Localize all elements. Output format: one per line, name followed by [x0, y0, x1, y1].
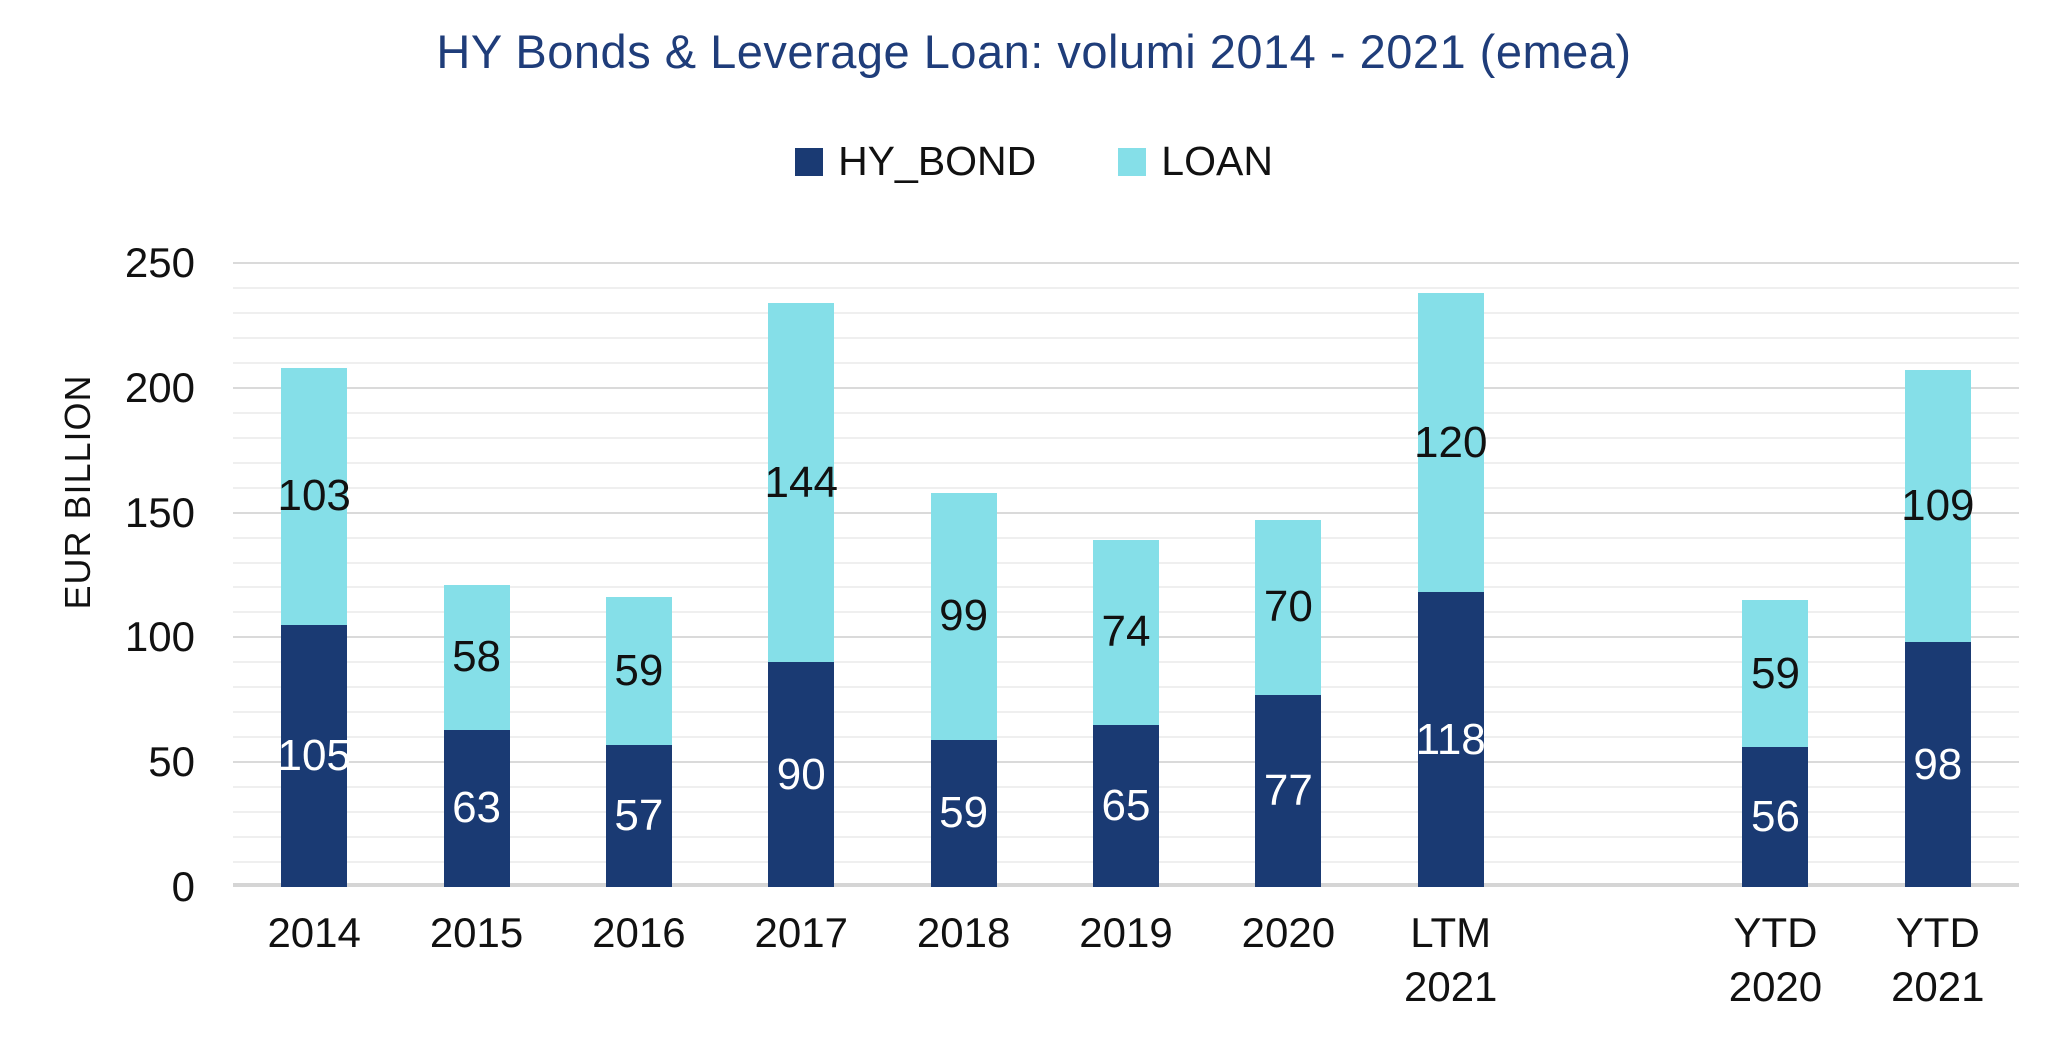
- y-tick-label-50: 50: [148, 738, 195, 786]
- gridline-190: [233, 411, 2019, 414]
- plot-area: 105 103 63 58 57 59 90 144 59 99 65 74 77 70 118 120 56 5…: [233, 262, 2019, 887]
- x-tick-label-2016: 2016: [592, 909, 686, 956]
- gridline-180: [233, 436, 2019, 439]
- gridline-210: [233, 361, 2019, 364]
- bar-segment-hy_bond-2015[interactable]: [443, 729, 510, 887]
- bar-segment-loan-2018[interactable]: [930, 492, 997, 740]
- bar-segment-loan-2019[interactable]: [1093, 540, 1159, 725]
- gridline-170: [233, 461, 2019, 464]
- bar-segment-loan-LTM-2021[interactable]: [1417, 292, 1484, 593]
- legend-item-hy_bond[interactable]: HY_BOND: [795, 138, 1036, 185]
- chart-title: HY Bonds & Leverage Loan: volumi 2014 - …: [436, 25, 1632, 78]
- gridline-140: [233, 536, 2019, 539]
- bar-segment-hy_bond-2017[interactable]: [768, 662, 835, 887]
- bar-segment-hy_bond-2020[interactable]: [1255, 694, 1322, 887]
- y-tick-label-200: 200: [124, 363, 195, 411]
- gridline-160: [233, 486, 2019, 489]
- bar-segment-hy_bond-LTM-2021[interactable]: [1417, 592, 1484, 887]
- gridline-220: [233, 336, 2019, 339]
- gridline-250: [233, 262, 2019, 264]
- bar-segment-loan-2017[interactable]: [768, 302, 835, 663]
- y-tick-label-250: 250: [124, 239, 195, 286]
- bar-segment-hy_bond-2018[interactable]: [930, 739, 997, 887]
- x-tick-label-2017: 2017: [754, 909, 848, 956]
- gridline-200: [233, 386, 2019, 389]
- y-tick-label-100: 100: [124, 613, 195, 661]
- bar-segment-hy_bond-YTD-2020[interactable]: [1742, 747, 1809, 887]
- x-tick-label-2019: 2019: [1079, 909, 1173, 956]
- y-tick-label-0: 0: [171, 863, 195, 910]
- x-tick-label-2020: 2020: [1241, 909, 1336, 956]
- x-axis: 2014 2015 2016 2017 2018 2019 2020 LTM 2021 YTD …: [233, 906, 2019, 1026]
- bar-segment-loan-2020[interactable]: [1255, 520, 1322, 695]
- legend-swatch-loan: [1118, 147, 1147, 176]
- x-tick-label-2014: 2014: [267, 909, 361, 956]
- legend-swatch-hy_bond: [795, 147, 824, 176]
- bar-segment-loan-YTD-2021[interactable]: [1904, 370, 1971, 643]
- bar-segment-hy_bond-YTD-2021[interactable]: [1904, 642, 1971, 887]
- bar-segment-hy_bond-2019[interactable]: [1093, 724, 1159, 887]
- x-tick-label-2015: 2015: [429, 909, 524, 956]
- bar-segment-loan-2015[interactable]: [443, 585, 510, 730]
- legend-label-loan: LOAN: [1161, 138, 1273, 184]
- gridline-150: [233, 511, 2019, 514]
- x-tick-label-LTM-2021: LTM 2021: [1403, 909, 1498, 1010]
- x-tick-label-YTD-2021: YTD 2021: [1891, 909, 1985, 1010]
- y-tick-label-150: 150: [124, 488, 195, 536]
- legend-item-loan[interactable]: LOAN: [1118, 138, 1273, 185]
- bar-segment-loan-2016[interactable]: [605, 597, 672, 745]
- bar-segment-hy_bond-2014[interactable]: [281, 624, 348, 887]
- legend-label-hy_bond: HY_BOND: [838, 138, 1037, 184]
- bar-segment-loan-2014[interactable]: [281, 367, 348, 625]
- chart-legend: HY_BOND LOAN: [0, 138, 2068, 185]
- x-tick-label-YTD-2020: YTD 2020: [1728, 909, 1823, 1010]
- x-tick-label-2018: 2018: [916, 909, 1011, 956]
- bar-segment-hy_bond-2016[interactable]: [605, 744, 672, 887]
- bar-segment-loan-YTD-2020[interactable]: [1742, 599, 1809, 748]
- gridline-230: [233, 311, 2019, 314]
- gridline-240: [233, 286, 2019, 289]
